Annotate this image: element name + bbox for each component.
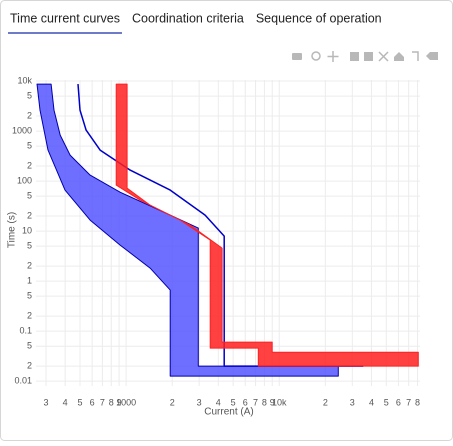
x-tick-label: 6 bbox=[243, 397, 248, 407]
tab-bar: Time current curves Coordination criteria… bbox=[8, 11, 382, 34]
y-tick-label: 1000 bbox=[12, 125, 32, 135]
x-tick-label: 3 bbox=[350, 397, 355, 407]
camera-icon[interactable] bbox=[292, 53, 302, 60]
hover-icon[interactable] bbox=[426, 52, 438, 60]
x-tick-label: 6 bbox=[396, 397, 401, 407]
y-axis-title: Time (s) bbox=[7, 212, 18, 248]
pan-icon[interactable] bbox=[327, 51, 339, 62]
reset-icon[interactable] bbox=[394, 52, 404, 61]
x-tick-label: 9 bbox=[117, 397, 122, 407]
x-tick-label: 3 bbox=[197, 397, 202, 407]
x-tick-label: 2 bbox=[323, 397, 328, 407]
x-tick-label: 4 bbox=[216, 397, 221, 407]
y-tick-label: 0.01 bbox=[14, 376, 32, 386]
x-tick-label: 8 bbox=[109, 397, 114, 407]
y-tick-label: 2 bbox=[27, 210, 32, 220]
y-tick-label: 2 bbox=[27, 260, 32, 270]
x-tick-label: 6 bbox=[90, 397, 95, 407]
x-tick-label: 4 bbox=[63, 397, 68, 407]
y-tick-label: 10k bbox=[17, 75, 32, 85]
curve-line bbox=[77, 84, 364, 367]
y-tick-label: 5 bbox=[27, 291, 32, 301]
tab[interactable]: Coordination criteria bbox=[132, 11, 244, 25]
zoom-icon[interactable] bbox=[311, 51, 321, 61]
x-tick-label: 8 bbox=[262, 397, 267, 407]
y-tick-label: 5 bbox=[27, 341, 32, 351]
zoom-in-icon[interactable] bbox=[350, 52, 359, 61]
toolbar bbox=[292, 51, 438, 62]
y-tick-label: 2 bbox=[27, 310, 32, 320]
x-tick-label: 8 bbox=[415, 397, 420, 407]
x-axis-title: Current (A) bbox=[204, 407, 253, 418]
autoscale-icon[interactable] bbox=[378, 51, 389, 62]
curve-band bbox=[36, 83, 339, 377]
y-tick-label: 2 bbox=[27, 160, 32, 170]
y-tick-label: 1 bbox=[27, 275, 32, 285]
x-tick-label: 1000 bbox=[116, 397, 136, 407]
y-tick-label: 2 bbox=[27, 360, 32, 370]
x-tick-label: 10k bbox=[272, 397, 287, 407]
x-tick-label: 4 bbox=[369, 397, 374, 407]
y-tick-label: 0.1 bbox=[19, 326, 32, 336]
x-tick-label: 5 bbox=[231, 397, 236, 407]
x-tick-label: 2 bbox=[170, 397, 175, 407]
x-tick-label: 7 bbox=[253, 397, 258, 407]
x-tick-label: 3 bbox=[44, 397, 49, 407]
x-tick-label: 5 bbox=[77, 397, 82, 407]
spike-icon[interactable] bbox=[412, 51, 419, 61]
zoom-out-icon[interactable] bbox=[364, 52, 373, 61]
y-tick-label: 5 bbox=[27, 241, 32, 251]
x-tick-label: 7 bbox=[100, 397, 105, 407]
x-tick-label: 9 bbox=[270, 397, 275, 407]
y-tick-label: 10 bbox=[22, 225, 32, 235]
x-tick-label: 7 bbox=[406, 397, 411, 407]
y-tick-label: 5 bbox=[27, 141, 32, 151]
y-tick-label: 2 bbox=[27, 110, 32, 120]
y-tick-label: 5 bbox=[27, 90, 32, 100]
y-tick-label: 5 bbox=[27, 191, 32, 201]
tab[interactable]: Time current curves bbox=[10, 11, 120, 25]
x-tick-label: 5 bbox=[384, 397, 389, 407]
curve-band bbox=[115, 83, 419, 367]
y-tick-label: 100 bbox=[17, 175, 32, 185]
tab[interactable]: Sequence of operation bbox=[256, 11, 382, 25]
